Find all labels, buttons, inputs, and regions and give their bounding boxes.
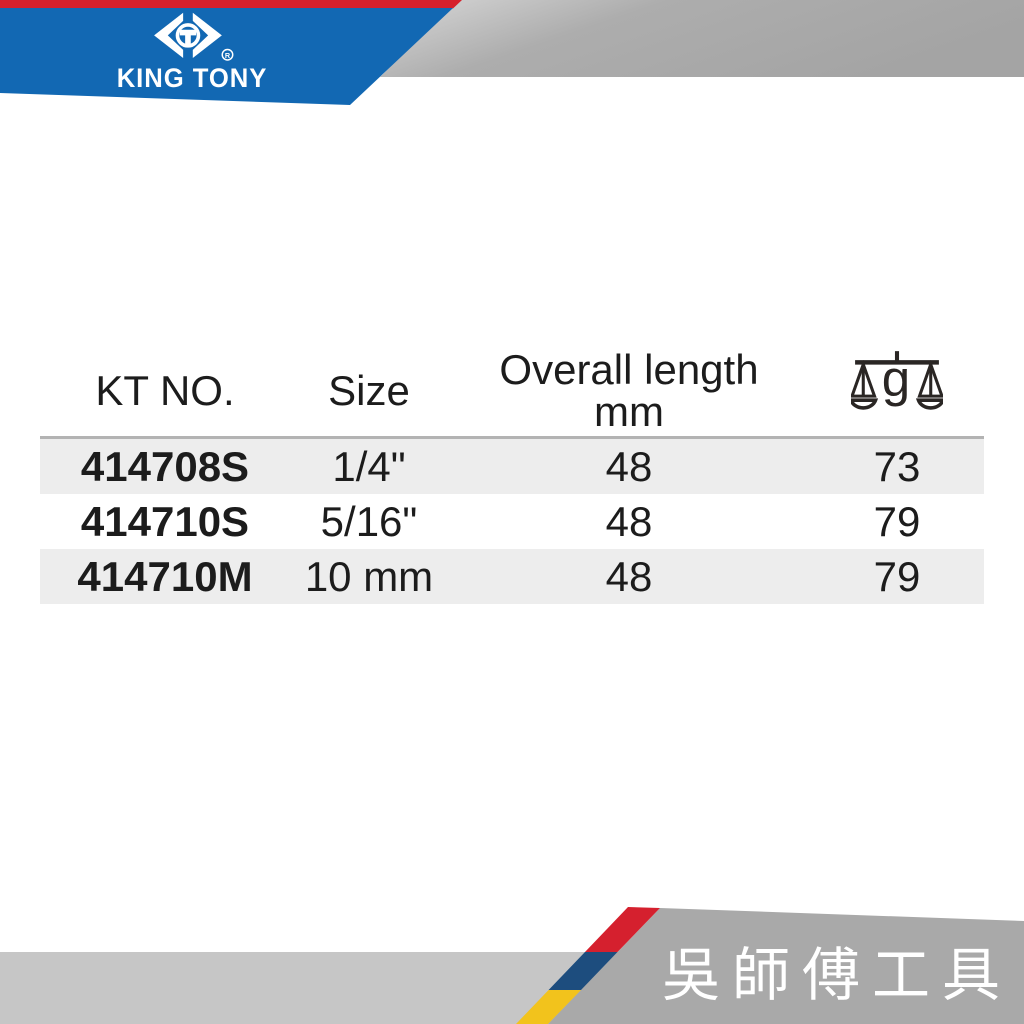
- cell-size: 5/16": [320, 497, 418, 545]
- column-header-overall-length: Overall length mm: [448, 346, 810, 438]
- table-row: 414710M 10 mm 48 79: [40, 549, 984, 604]
- footer-stripe-yellow: [516, 990, 581, 1024]
- cell-weight: 73: [873, 442, 921, 490]
- balance-scale-icon: g: [851, 351, 943, 410]
- registered-mark-icon: R: [221, 48, 234, 61]
- cell-size: 10 mm: [304, 552, 434, 600]
- top-gray-band: [380, 0, 1024, 77]
- cell-size: 1/4": [332, 442, 406, 490]
- top-red-stripe: [0, 0, 462, 9]
- cell-overall-length: 48: [605, 497, 653, 545]
- cell-overall-length: 48: [605, 442, 653, 490]
- brand-logo-text: KING TONY: [116, 63, 268, 93]
- column-header-kt-no: KT NO.: [95, 367, 235, 414]
- spec-table: KT NO. Size Overall length mm: [40, 346, 984, 604]
- table-row: 414708S 1/4" 48 73: [40, 437, 984, 494]
- footer-stripe-navy: [548, 952, 618, 990]
- cell-weight: 79: [873, 552, 921, 600]
- cell-weight: 79: [873, 497, 921, 545]
- table-header-row: KT NO. Size Overall length mm: [40, 346, 984, 438]
- column-header-size: Size: [328, 367, 410, 414]
- cell-overall-length: 48: [605, 552, 653, 600]
- footer-stripe-red: [585, 907, 660, 952]
- blue-banner-shape: [0, 8, 453, 105]
- footer-dark-gray-panel: [548, 908, 1024, 1024]
- overall-length-unit: mm: [594, 388, 664, 435]
- cell-kt-no: 414710S: [80, 497, 250, 545]
- overall-length-label: Overall length: [499, 346, 759, 393]
- table-row: 414710S 5/16" 48 79: [40, 494, 984, 549]
- shop-name-text: 吳師傅工具: [662, 943, 1012, 1008]
- column-header-weight: g: [810, 346, 984, 438]
- top-banner: [0, 0, 1024, 105]
- brand-logo: R KING TONY: [112, 12, 272, 94]
- cell-kt-no: 414710M: [77, 552, 253, 600]
- king-tony-diamond-icon: R: [154, 12, 234, 61]
- weight-unit-label: g: [882, 351, 910, 407]
- svg-text:R: R: [225, 51, 231, 60]
- footer-banner: 吳師傅工具: [0, 907, 1024, 1024]
- cell-kt-no: 414708S: [80, 442, 250, 490]
